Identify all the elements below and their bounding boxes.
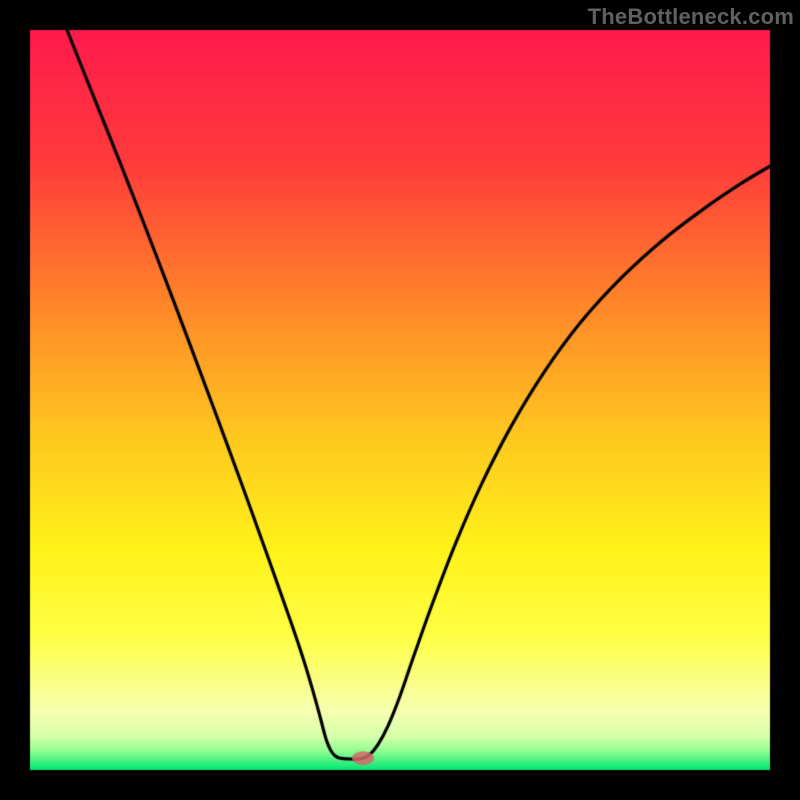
bottleneck-curve-chart [0,0,800,800]
watermark-text: TheBottleneck.com [588,4,794,30]
chart-stage: TheBottleneck.com [0,0,800,800]
